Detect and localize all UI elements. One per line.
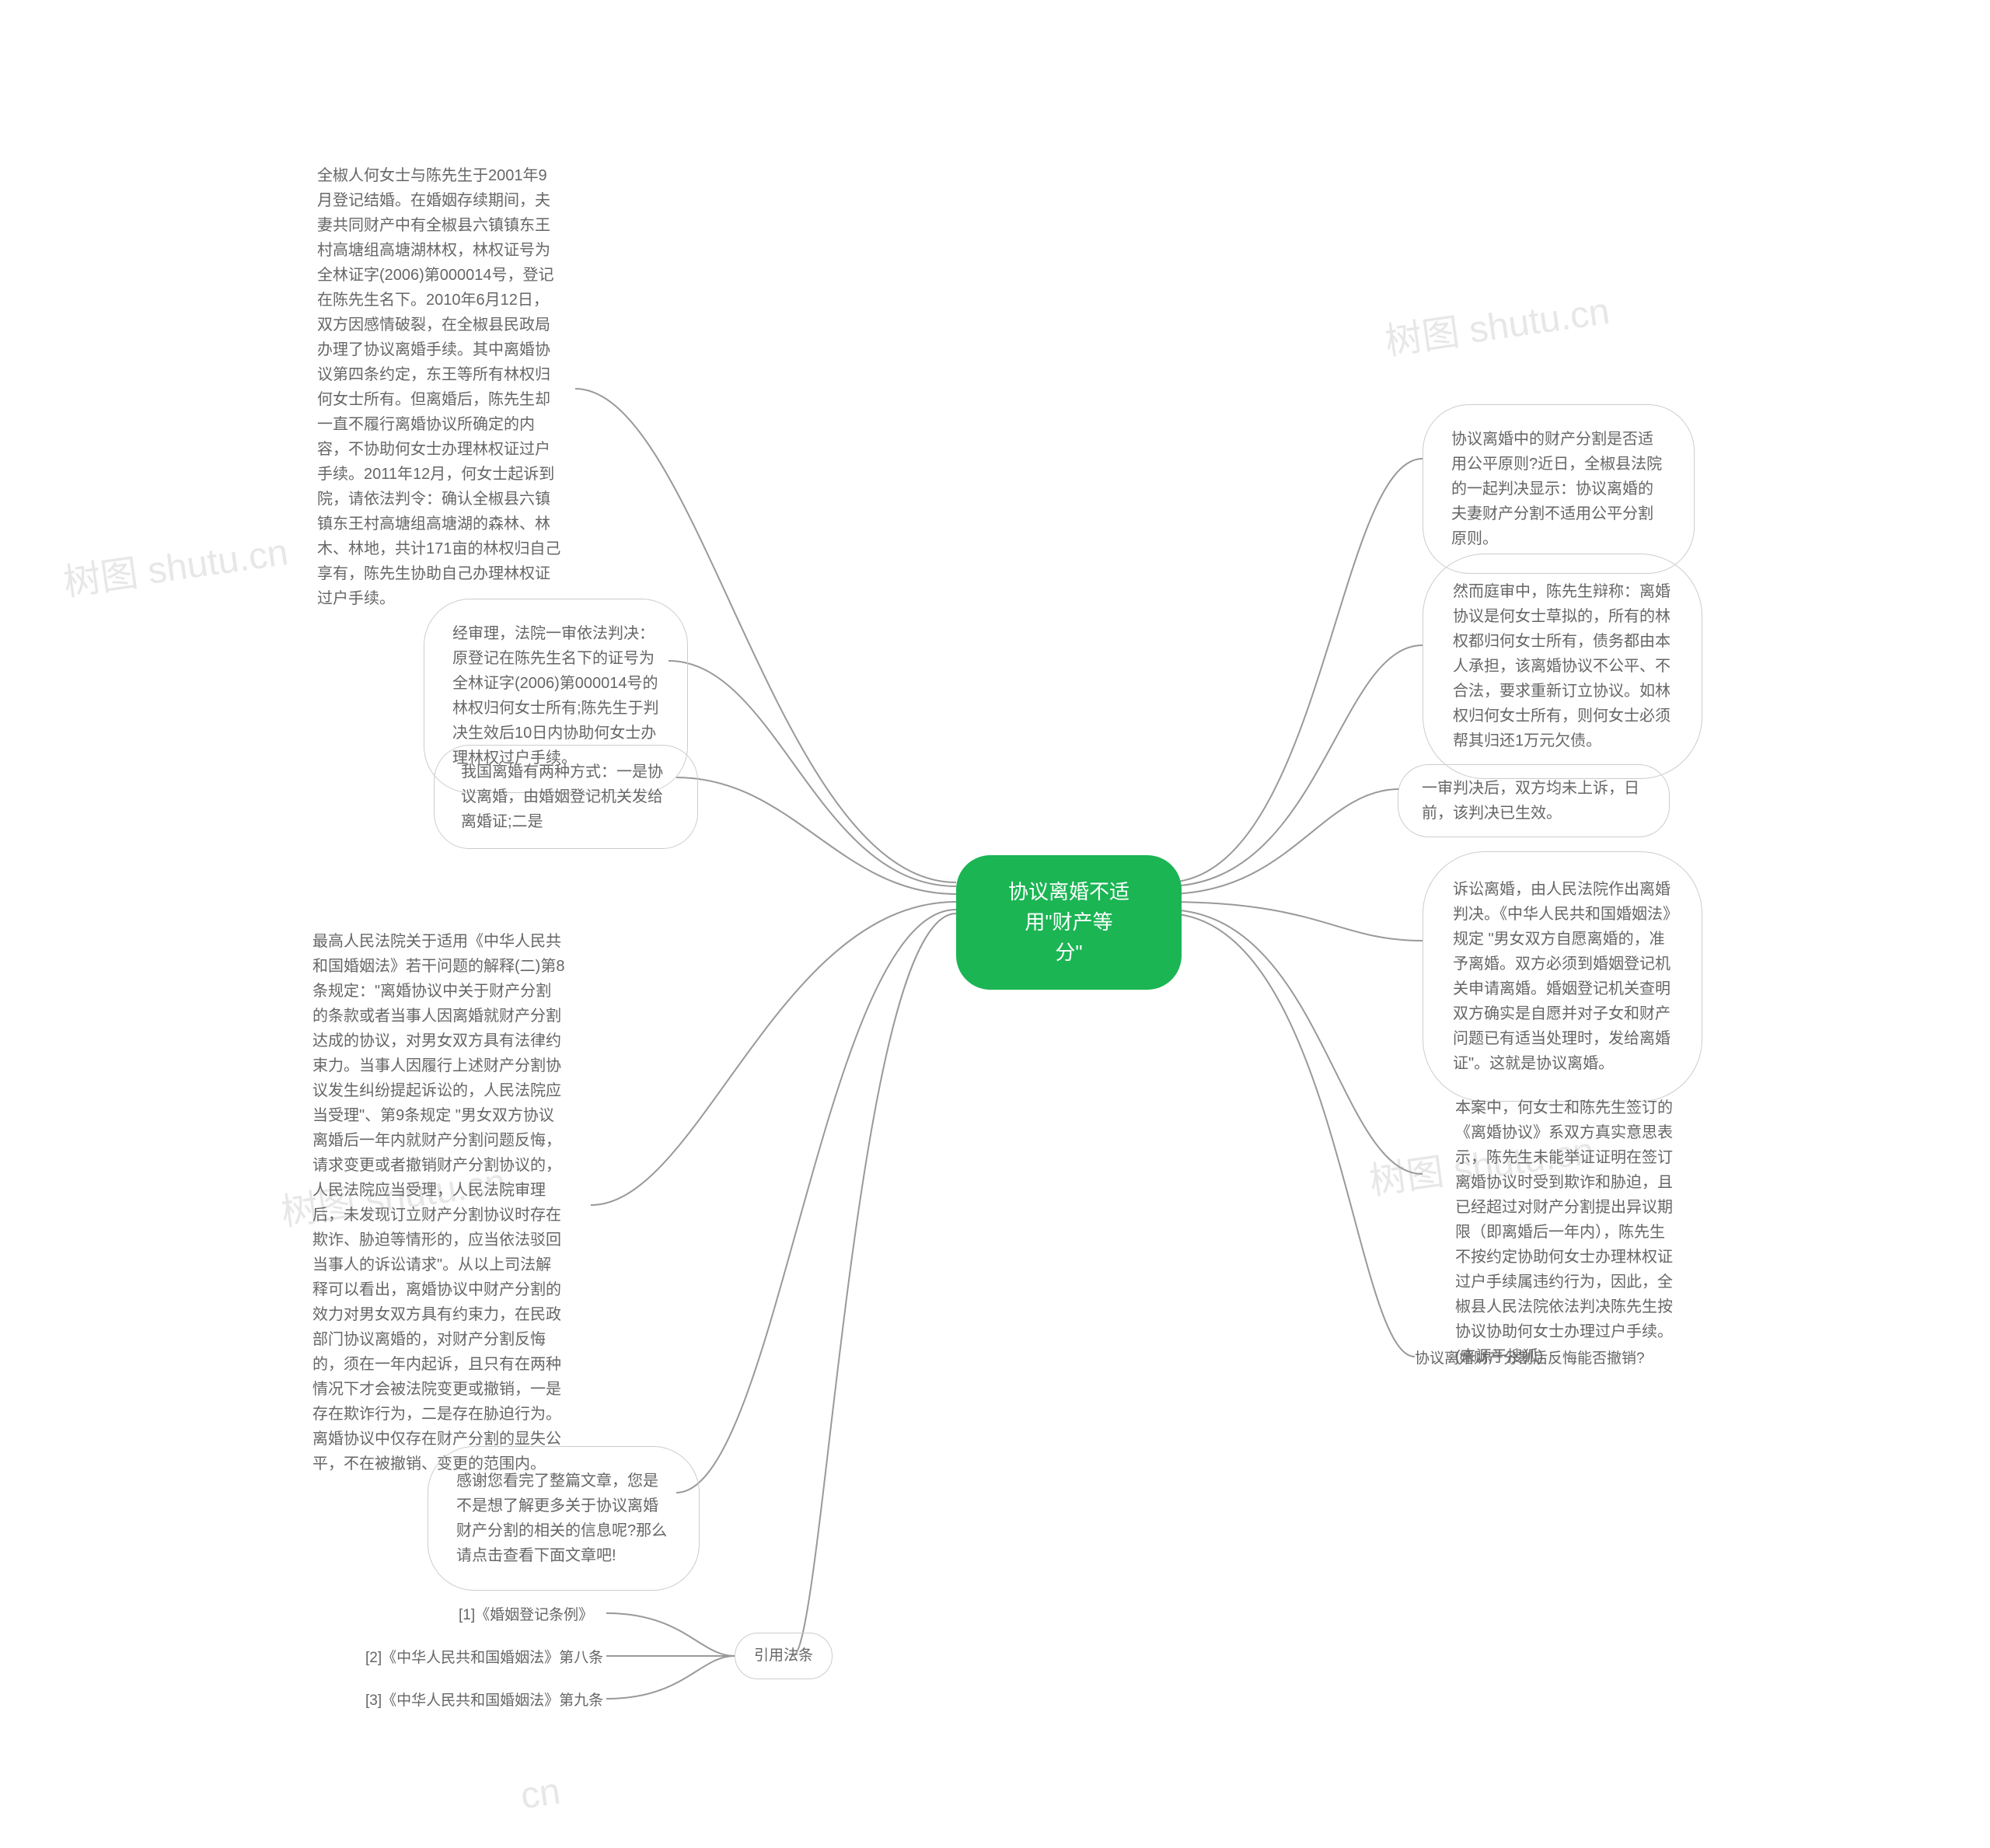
text: 全椒人何女士与陈先生于2001年9月登记结婚。在婚姻存续期间，夫妻共同财产中有全… (317, 167, 560, 607)
text: 本案中，何女士和陈先生签订的《离婚协议》系双方真实意思表示，陈先生未能举证证明在… (1455, 1099, 1673, 1365)
left-node-case-facts[interactable]: 全椒人何女士与陈先生于2001年9月登记结婚。在婚姻存续期间，夫妻共同财产中有全… (280, 117, 599, 658)
text: 一审判决后，双方均未上诉，日前，该判决已生效。 (1422, 780, 1639, 822)
center-title-l2: 分" (1055, 941, 1082, 964)
text: 最高人民法院关于适用《中华人民共和国婚姻法》若干问题的解释(二)第8条规定："离… (312, 933, 564, 1472)
ref-3[interactable]: [3]《中华人民共和国婚姻法》第九条 (365, 1689, 603, 1713)
text: 然而庭审中，陈先生辩称：离婚协议是何女士草拟的，所有的林权都归何女士所有，债务都… (1453, 583, 1671, 749)
text: [3]《中华人民共和国婚姻法》第九条 (365, 1693, 603, 1709)
right-node-question[interactable]: 协议离婚中的财产分割是否适用公平原则?近日，全椒县法院的一起判决显示：协议离婚的… (1423, 404, 1695, 574)
right-node-effective[interactable]: 一审判决后，双方均未上诉，日前，该判决已生效。 (1398, 764, 1670, 837)
center-title-l1: 协议离婚不适用"财产等 (1008, 880, 1129, 934)
right-node-regret[interactable]: 协议离婚财产分割后反悔能否撤销? (1415, 1347, 1645, 1371)
text: 我国离婚有两种方式：一是协议离婚，由婚姻登记机关发给离婚证;二是 (461, 763, 663, 830)
center-topic[interactable]: 协议离婚不适用"财产等 分" (956, 855, 1182, 990)
text: 引用法条 (754, 1647, 813, 1664)
watermark: 树图 shutu.cn (60, 521, 292, 606)
text: 协议离婚财产分割后反悔能否撤销? (1415, 1350, 1645, 1367)
left-node-divorce-types[interactable]: 我国离婚有两种方式：一是协议离婚，由婚姻登记机关发给离婚证;二是 (434, 745, 698, 849)
refs-label[interactable]: 引用法条 (735, 1633, 833, 1679)
left-node-thanks[interactable]: 感谢您看完了整篇文章，您是不是想了解更多关于协议离婚财产分割的相关的信息呢?那么… (428, 1446, 700, 1591)
ref-1[interactable]: [1]《婚姻登记条例》 (459, 1604, 593, 1627)
mindmap-canvas: 树图 shutu.cn 树图 shutu.cn 树图 shutu.cn 树图 s… (0, 0, 1990, 1848)
text: [1]《婚姻登记条例》 (459, 1607, 593, 1623)
text: 协议离婚中的财产分割是否适用公平原则?近日，全椒县法院的一起判决显示：协议离婚的… (1451, 431, 1662, 547)
text: 感谢您看完了整篇文章，您是不是想了解更多关于协议离婚财产分割的相关的信息呢?那么… (456, 1472, 667, 1564)
ref-2[interactable]: [2]《中华人民共和国婚姻法》第八条 (365, 1647, 603, 1670)
watermark: cn (518, 1770, 563, 1818)
text: [2]《中华人民共和国婚姻法》第八条 (365, 1650, 603, 1666)
text: 诉讼离婚，由人民法院作出离婚判决。《中华人民共和国婚姻法》规定 "男女双方自愿离… (1453, 881, 1671, 1072)
right-node-defense[interactable]: 然而庭审中，陈先生辩称：离婚协议是何女士草拟的，所有的林权都归何女士所有，债务都… (1423, 554, 1702, 779)
left-node-law-explain[interactable]: 最高人民法院关于适用《中华人民共和国婚姻法》若干问题的解释(二)第8条规定："离… (272, 875, 606, 1531)
watermark: 树图 shutu.cn (1381, 280, 1613, 365)
